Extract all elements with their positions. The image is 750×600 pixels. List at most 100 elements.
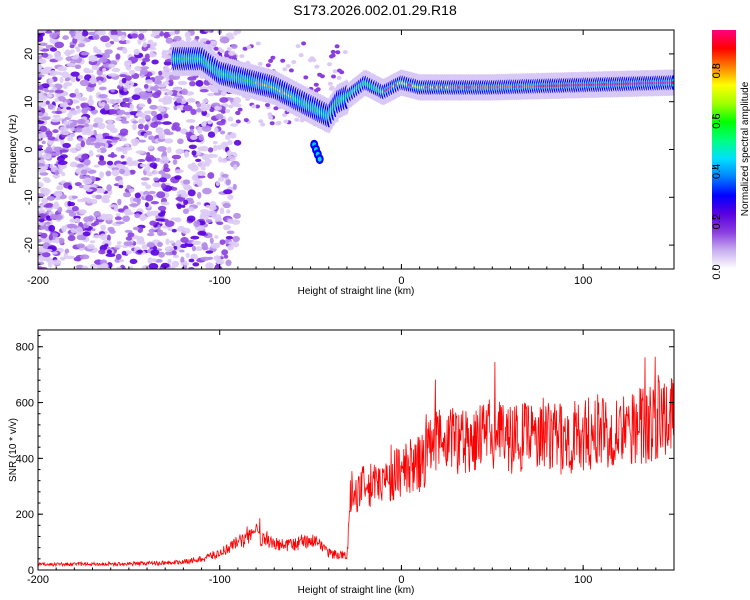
x-tick-label: 0	[398, 275, 404, 287]
noise-blob	[80, 102, 89, 108]
colorbar-label: Normalized spectral amplitude	[740, 81, 750, 216]
noise-blob	[115, 253, 122, 260]
noise-blob	[260, 122, 266, 127]
noise-blob	[174, 175, 182, 180]
noise-blob	[81, 265, 89, 269]
noise-blob	[317, 72, 323, 77]
noise-blob	[51, 251, 58, 255]
noise-blob	[99, 155, 105, 162]
noise-blob	[158, 170, 166, 175]
noise-blob	[148, 145, 154, 150]
noise-blob	[38, 192, 41, 197]
noise-blob	[38, 197, 41, 203]
noise-blob	[78, 40, 87, 44]
noise-blob	[223, 189, 233, 195]
noise-blob	[265, 63, 271, 68]
noise-blob	[150, 43, 157, 47]
noise-blob	[79, 254, 90, 260]
noise-blob	[195, 80, 204, 87]
noise-blob	[200, 145, 209, 152]
noise-blob	[38, 266, 43, 269]
noise-blob	[59, 103, 66, 108]
noise-blob	[119, 168, 125, 175]
noise-blob	[142, 57, 151, 62]
noise-blob	[251, 104, 257, 109]
noise-blob	[49, 47, 58, 52]
noise-blob	[190, 253, 198, 260]
noise-blob	[121, 265, 126, 269]
noise-blob	[153, 84, 159, 92]
noise-blob	[45, 100, 50, 105]
noise-blob	[100, 263, 109, 269]
noise-blob	[195, 36, 200, 40]
noise-blob	[142, 41, 148, 48]
noise-blob	[237, 107, 243, 112]
noise-blob	[59, 126, 66, 132]
noise-blob	[47, 94, 53, 98]
noise-blob	[137, 249, 143, 254]
noise-blob	[112, 38, 120, 43]
noise-blob	[144, 166, 151, 172]
noise-blob	[181, 204, 186, 208]
noise-blob	[51, 259, 62, 265]
y-tick-label: 200	[16, 509, 34, 521]
noise-blob	[153, 170, 158, 175]
noise-blob	[121, 77, 127, 84]
noise-blob	[113, 206, 119, 212]
noise-blob	[118, 179, 124, 187]
noise-blob	[212, 141, 218, 145]
noise-blob	[219, 239, 226, 245]
noise-blob	[228, 241, 237, 246]
noise-blob	[159, 177, 167, 183]
noise-blob	[41, 83, 50, 89]
noise-blob	[125, 211, 135, 216]
x-tick-label: 100	[574, 574, 592, 586]
noise-blob	[197, 126, 203, 134]
noise-blob	[233, 164, 238, 171]
noise-blob	[111, 67, 121, 73]
noise-blob	[307, 58, 313, 63]
noise-blob	[110, 139, 119, 143]
noise-blob	[197, 191, 202, 199]
noise-blob	[49, 152, 58, 156]
noise-blob	[269, 121, 275, 126]
noise-blob	[109, 109, 117, 115]
noise-blob	[183, 179, 191, 185]
noise-blob	[110, 151, 115, 159]
noise-blob	[175, 240, 182, 247]
noise-blob	[132, 235, 140, 240]
noise-blob	[106, 160, 114, 166]
noise-blob	[66, 106, 72, 110]
noise-blob	[330, 49, 336, 54]
noise-blob	[38, 46, 44, 51]
noise-blob	[235, 110, 241, 115]
noise-blob	[73, 35, 81, 40]
noise-blob	[47, 261, 53, 268]
noise-blob	[149, 104, 158, 110]
noise-blob	[157, 229, 164, 237]
noise-blob	[233, 139, 242, 146]
noise-blob	[294, 117, 300, 122]
branch-blob-core	[317, 156, 322, 162]
noise-blob	[126, 184, 131, 191]
noise-blob	[111, 169, 120, 177]
noise-blob	[132, 226, 140, 231]
noise-blob	[121, 161, 128, 165]
y-tick-label: -10	[23, 189, 35, 205]
noise-blob	[184, 31, 191, 38]
noise-blob	[126, 159, 135, 167]
noise-blob	[118, 132, 128, 136]
noise-blob	[192, 262, 200, 267]
spectrogram-ridge	[171, 41, 674, 165]
noise-blob	[181, 88, 188, 96]
noise-blob	[169, 240, 175, 244]
noise-blob	[186, 99, 197, 103]
noise-blob	[68, 185, 73, 190]
noise-blob	[38, 204, 44, 210]
noise-blob	[61, 71, 70, 79]
noise-blob	[327, 81, 333, 86]
noise-blob	[42, 152, 52, 160]
noise-blob	[148, 263, 159, 269]
noise-blob	[66, 63, 76, 67]
spectrogram-bg	[38, 30, 674, 269]
